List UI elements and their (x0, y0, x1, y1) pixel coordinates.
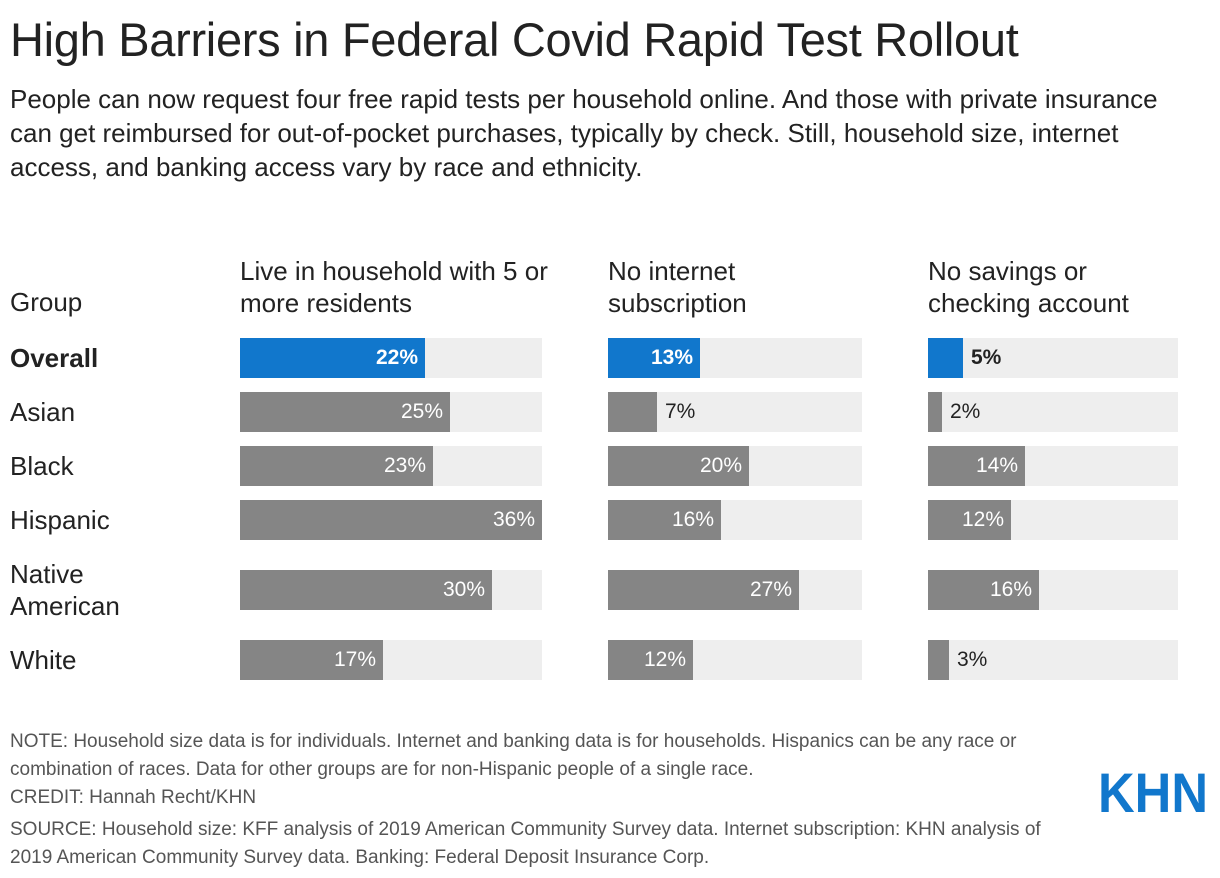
bar-track-native-american-s3: 16% (928, 570, 1178, 610)
bar-track-black-s2: 20% (608, 446, 862, 486)
bar-overall-s1 (240, 338, 425, 378)
footnote-note: NOTE: Household size data is for individ… (10, 731, 1017, 780)
data-label-native-american-s3: 16% (989, 578, 1032, 601)
row-label-overall: Overall (10, 343, 99, 373)
chart-title: High Barriers in Federal Covid Rapid Tes… (10, 13, 1019, 66)
bar-track-asian-s2: 7% (608, 392, 862, 432)
data-label-hispanic-s3: 12% (961, 508, 1004, 531)
bar-asian-s2 (608, 392, 657, 432)
row-label-asian: Asian (10, 397, 76, 427)
data-label-black-s1: 23% (383, 454, 426, 477)
bar-track-asian-s3: 2% (928, 392, 1178, 432)
bar-track-white-s2: 12% (608, 640, 862, 680)
data-label-asian-s3: 2% (950, 400, 981, 423)
data-label-white-s2: 12% (643, 648, 686, 671)
row-label-native-american: Native American (10, 559, 120, 621)
group-column-header: Group (10, 287, 83, 317)
bar-track-overall-s3: 5% (928, 338, 1178, 378)
bar-track-asian-s1: 25% (240, 392, 542, 432)
bar-track-overall-s1: 22% (240, 338, 542, 378)
bar-asian-s1 (240, 392, 450, 432)
data-label-asian-s2: 7% (665, 400, 696, 423)
data-label-hispanic-s1: 36% (492, 508, 535, 531)
bar-track-white-s1: 17% (240, 640, 542, 680)
bar-asian-s3 (928, 392, 942, 432)
bar-overall-s2 (608, 338, 700, 378)
row-label-hispanic: Hispanic (10, 505, 110, 535)
bar-hispanic-s2 (608, 500, 721, 540)
khn-logo-text: KHN (1098, 768, 1208, 816)
data-label-white-s1: 17% (333, 648, 376, 671)
data-label-overall-s2: 13% (650, 346, 693, 369)
series-header-3: No savings or checking account (928, 256, 1129, 318)
bar-white-s2 (608, 640, 693, 680)
bar-track-white-s3: 3% (928, 640, 1178, 680)
bar-black-s3 (928, 446, 1025, 486)
data-label-hispanic-s2: 16% (671, 508, 714, 531)
data-label-white-s3: 3% (957, 648, 988, 671)
data-label-overall-s1: 22% (375, 346, 418, 369)
footnote-source: SOURCE: Household size: KFF analysis of … (10, 819, 1041, 868)
bar-white-s1 (240, 640, 383, 680)
chart-subtitle: People can now request four free rapid t… (10, 84, 1158, 182)
bar-track-black-s1: 23% (240, 446, 542, 486)
row-label-black: Black (10, 451, 74, 481)
bar-white-s3 (928, 640, 949, 680)
bar-track-hispanic-s1: 36% (240, 500, 542, 540)
data-label-black-s3: 14% (975, 454, 1018, 477)
bar-overall-s3 (928, 338, 963, 378)
series-header-2: No internet subscription (608, 256, 747, 318)
bar-track-black-s3: 14% (928, 446, 1178, 486)
khn-logo-svg: KHN (1098, 761, 1208, 824)
bar-black-s2 (608, 446, 749, 486)
bar-track-native-american-s1: 30% (240, 570, 542, 610)
series-header-1: Live in household with 5 or more residen… (240, 256, 548, 318)
bar-track-native-american-s2: 27% (608, 570, 862, 610)
khn-logo-icon: KHN (1098, 761, 1208, 824)
data-label-native-american-s1: 30% (442, 578, 485, 601)
data-label-black-s2: 20% (699, 454, 742, 477)
data-label-asian-s1: 25% (400, 400, 443, 423)
bar-track-hispanic-s2: 16% (608, 500, 862, 540)
bar-native-american-s2 (608, 570, 799, 610)
bar-track-hispanic-s3: 12% (928, 500, 1178, 540)
data-label-native-american-s2: 27% (749, 578, 792, 601)
bar-native-american-s1 (240, 570, 492, 610)
footnote-credit: CREDIT: Hannah Recht/KHN (10, 787, 257, 808)
data-label-overall-s3: 5% (971, 346, 1002, 369)
bar-black-s1 (240, 446, 433, 486)
bar-native-american-s3 (928, 570, 1039, 610)
bar-hispanic-s1 (240, 500, 542, 540)
bar-hispanic-s3 (928, 500, 1011, 540)
bar-track-overall-s2: 13% (608, 338, 862, 378)
row-label-white: White (10, 645, 77, 675)
